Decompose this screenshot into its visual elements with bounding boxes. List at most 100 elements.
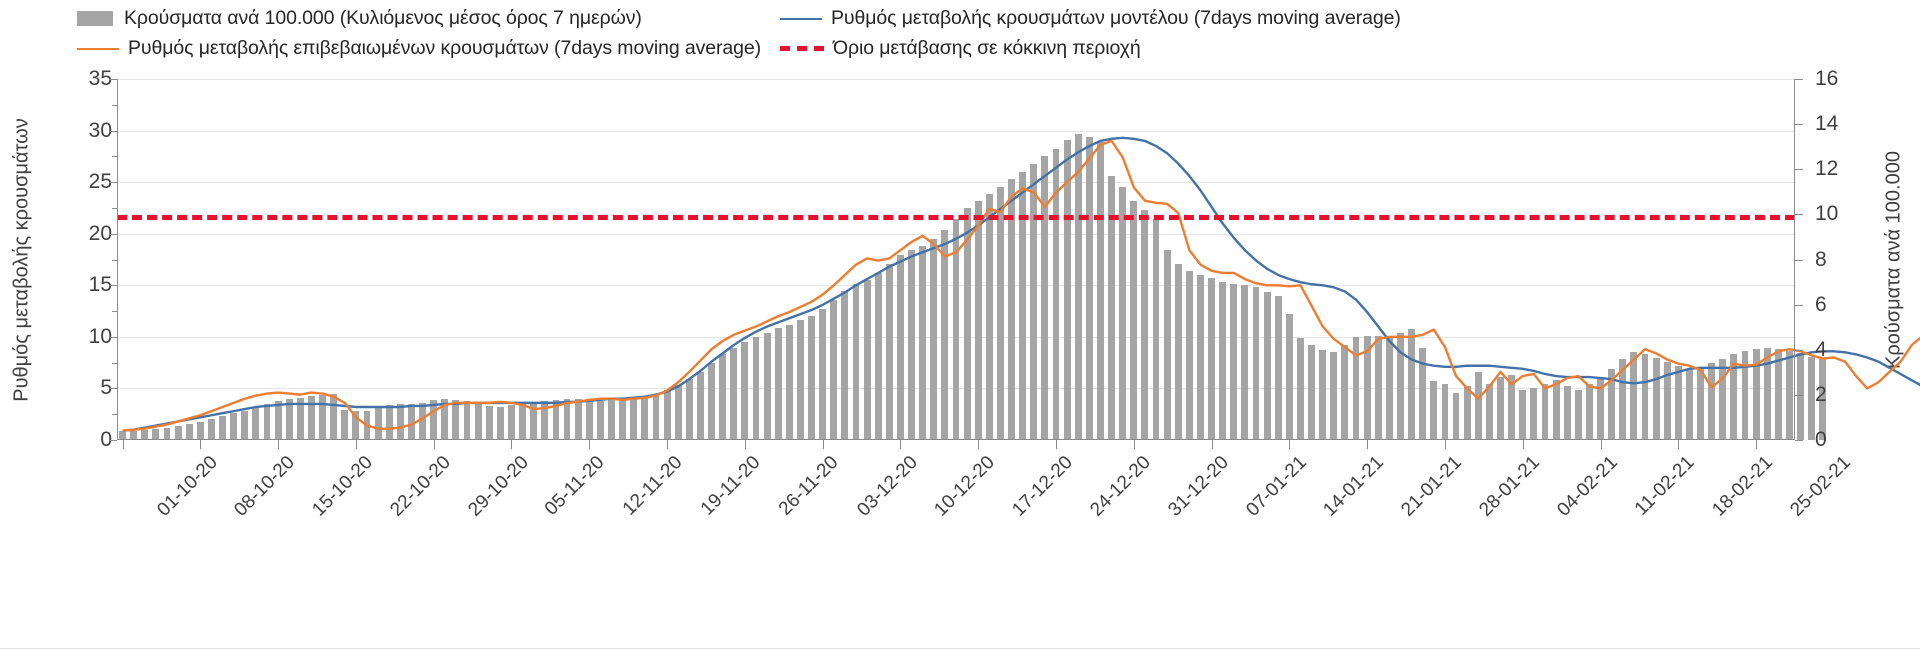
bar (941, 230, 949, 440)
y-axis-right-tickmark (1795, 394, 1803, 396)
y-axis-right-tick-label: 12 (1815, 157, 1839, 181)
bar (608, 399, 615, 440)
y-axis-left-tick-label: 10 (88, 324, 112, 348)
bar (308, 396, 315, 440)
x-axis-tickmark (900, 440, 902, 449)
bar (241, 410, 249, 440)
bar (430, 399, 438, 440)
x-axis-tickmark (200, 440, 202, 449)
bar (985, 194, 993, 440)
x-axis-tickmark (1522, 440, 1524, 449)
bar (585, 399, 593, 440)
bar (1297, 338, 1304, 440)
bar (685, 379, 693, 440)
bar (219, 416, 226, 440)
bar (1285, 313, 1293, 440)
bar (1774, 348, 1782, 440)
bar (1185, 270, 1193, 440)
bar (285, 399, 293, 440)
y-axis-left-minor-tickmark (112, 207, 117, 209)
bar (852, 284, 860, 440)
y-axis-right-tickmark (1795, 259, 1803, 261)
bar (263, 403, 271, 440)
bar (1319, 349, 1327, 440)
x-axis-tick-label: 22-10-20 (386, 452, 455, 521)
y-axis-left-tick-label: 20 (88, 221, 112, 245)
bar (1241, 285, 1249, 440)
x-axis-tick-label: 28-01-21 (1475, 452, 1544, 521)
bar (896, 255, 904, 440)
y-axis-right-tick-label: 14 (1815, 112, 1839, 136)
legend-item-cases-per-100k[interactable]: Κρούσματα ανά 100.000 (Κυλιόμενος μέσος … (77, 7, 642, 30)
y-axis-left-tickmark (109, 182, 117, 184)
bar (819, 309, 827, 440)
bar (296, 397, 304, 440)
x-axis-tickmark (122, 440, 124, 449)
bar (230, 413, 238, 440)
y-axis-left-tickmark (109, 440, 117, 441)
y-axis-left-tickmark (109, 130, 117, 132)
bar (1752, 348, 1760, 440)
x-axis-tickmark (744, 440, 746, 449)
bar (319, 394, 326, 440)
legend-item-threshold[interactable]: Όριο μετάβασης σε κόκκινη περιοχή (780, 37, 1141, 60)
bar (1397, 332, 1404, 440)
bar (119, 430, 126, 440)
bar (997, 187, 1004, 440)
bar (252, 407, 260, 440)
x-axis-tick-label: 03-12-20 (852, 452, 922, 521)
legend-item-confirmed-rate[interactable]: Ρυθμός μεταβολής επιβεβαιωμένων κρουσμάτ… (77, 37, 761, 60)
y-axis-right-tickmark (1795, 214, 1803, 216)
bar (741, 341, 749, 440)
legend-label-model-rate: Ρυθμός μεταβολής κρουσμάτων μοντέλου (7d… (831, 7, 1401, 29)
y-axis-left-tickmark (109, 388, 117, 390)
bar-swatch-icon (77, 11, 113, 26)
bar (1619, 358, 1627, 440)
y-axis-left-tickmark (109, 79, 117, 80)
y-axis-right-tick-label: 2 (1815, 382, 1827, 406)
x-axis-tickmark (822, 440, 824, 449)
bar (1797, 353, 1804, 440)
bar (863, 279, 871, 440)
y-axis-left-tick-label: 0 (100, 428, 112, 451)
bar (1552, 380, 1560, 440)
bar (1463, 385, 1471, 440)
bar (1630, 352, 1638, 440)
bar (1274, 295, 1282, 440)
bar (1174, 264, 1182, 440)
chart-legend: Κρούσματα ανά 100.000 (Κυλιόμενος μέσος … (0, 0, 1920, 62)
bar (1563, 385, 1571, 440)
legend-item-model-rate[interactable]: Ρυθμός μεταβολής κρουσμάτων μοντέλου (7d… (780, 7, 1401, 30)
x-axis-tick-label: 19-11-20 (696, 452, 765, 520)
bar (774, 328, 782, 440)
bar (885, 264, 893, 440)
bar (1574, 390, 1582, 440)
bar (396, 404, 404, 440)
bar (1085, 136, 1093, 440)
bar (1230, 284, 1238, 440)
bar (763, 332, 771, 440)
bar (908, 250, 915, 440)
bar (541, 400, 549, 440)
y-axis-right-tickmark (1795, 440, 1803, 441)
bar (596, 400, 604, 440)
bar (152, 428, 160, 440)
bar (1374, 336, 1382, 440)
bar (1508, 374, 1516, 440)
bar (1652, 357, 1660, 440)
bar (830, 300, 838, 440)
y-axis-left-minor-tickmark (112, 362, 117, 364)
y-axis-left-minor-tickmark (112, 259, 117, 261)
bar (696, 372, 704, 440)
gridline (117, 130, 1795, 132)
x-axis-tickmark (1600, 440, 1602, 449)
bar (1030, 163, 1038, 440)
bar (1341, 345, 1349, 440)
bar (485, 406, 493, 440)
x-axis-tick-label: 25-02-21 (1786, 452, 1856, 521)
bar (663, 390, 671, 440)
bar (1441, 383, 1449, 440)
y-axis-left-tick-label: 25 (88, 170, 112, 194)
bar (1763, 347, 1771, 440)
bar (1585, 383, 1593, 440)
